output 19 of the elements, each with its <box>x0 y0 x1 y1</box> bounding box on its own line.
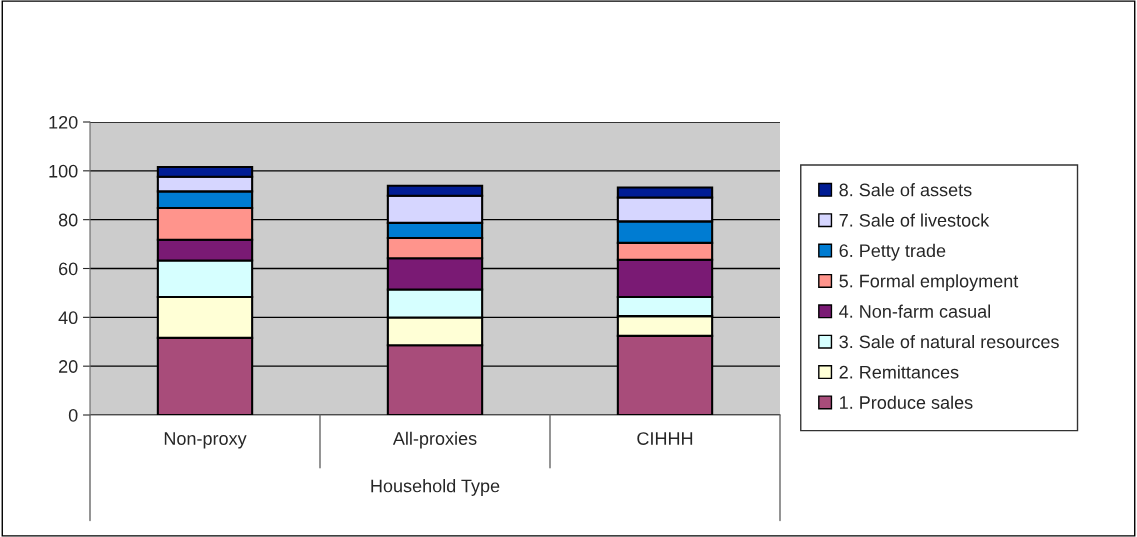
legend-label: 8. Sale of assets <box>839 183 972 197</box>
x-tick-label: Non-proxy <box>164 432 247 449</box>
legend-label: 1. Produce sales <box>840 395 973 409</box>
legend-label: 3. Sale of natural resources <box>839 334 1059 349</box>
y-tick-label: 100 <box>49 164 78 178</box>
y-tick-label: 80 <box>58 213 78 227</box>
y-tick-label: 60 <box>59 262 78 276</box>
x-tick-label: CIHHH <box>637 432 693 445</box>
y-tick-label: 20 <box>59 360 78 373</box>
legend-label: 4. Non-farm casual <box>839 304 990 318</box>
legend-label: 2. Remittances <box>839 365 959 379</box>
x-tick-label: All-proxies <box>392 431 477 449</box>
legend-label: 6. Petty trade <box>839 243 946 261</box>
legend-label: 7. Sale of livestock <box>839 213 990 227</box>
x-axis-title: Household Type <box>371 479 500 496</box>
y-tick-label: 120 <box>49 115 78 129</box>
y-tick-label: 40 <box>58 311 78 325</box>
y-tick-label: 0 <box>68 408 78 422</box>
legend-label: 5. Formal employment <box>839 274 1019 292</box>
